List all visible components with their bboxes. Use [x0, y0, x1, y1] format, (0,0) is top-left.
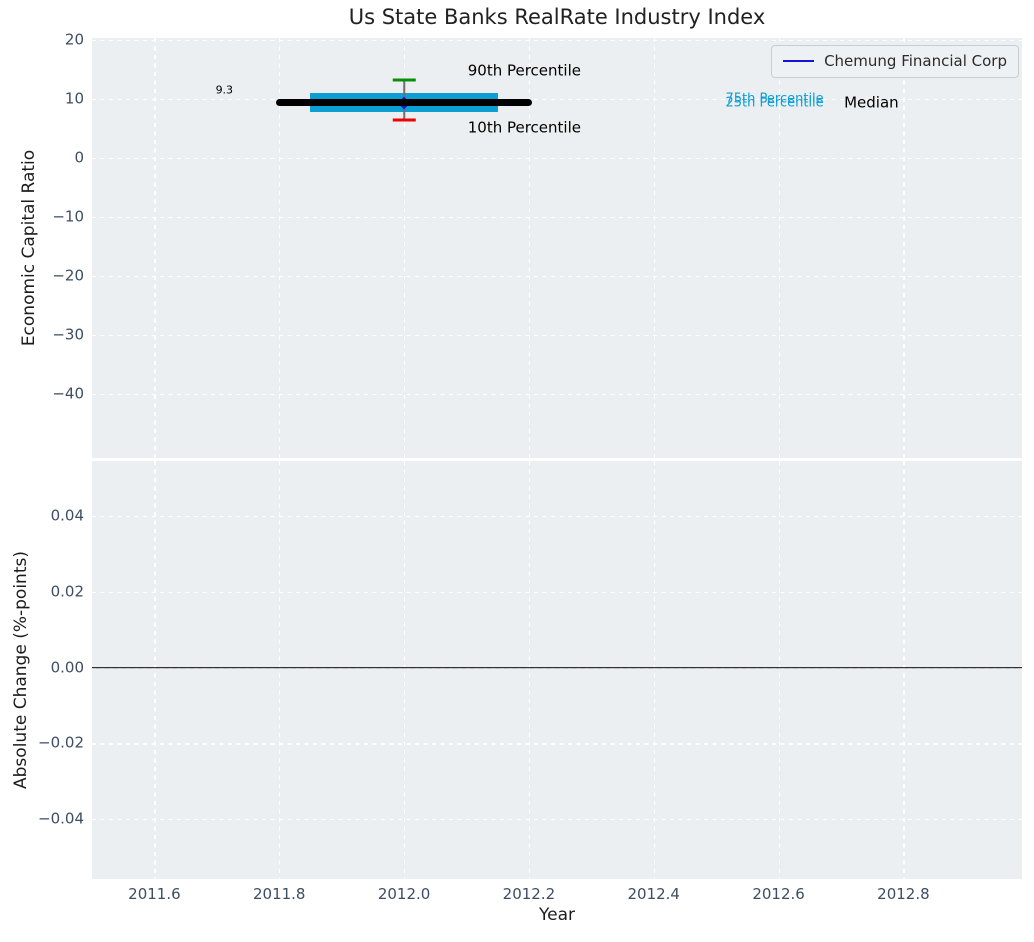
h-gridline [92, 216, 1022, 219]
annotation-9.3: 9.3 [215, 83, 234, 97]
top-axes: Chemung Financial Corp 20 10 0 −10 −20 −30 −40… [52, 32, 1022, 458]
bottom-y-axis-label: Absolute Change (%-points) [11, 551, 31, 789]
y-tick-label: −10 [52, 207, 84, 226]
h-gridline [92, 515, 1022, 518]
x-tick-label: 2011.8 [252, 885, 306, 903]
x-tick-label: 2011.6 [128, 885, 181, 903]
p90-cap [392, 78, 416, 82]
x-tick-label: 2012.6 [752, 885, 805, 903]
chart-title: Us State Banks RealRate Industry Index [348, 5, 766, 29]
x-tick-label: 2012.0 [377, 885, 431, 903]
v-gridline [154, 461, 156, 879]
h-gridline [92, 591, 1022, 593]
zero-baseline [92, 666, 1022, 669]
annotation-10th-percentile: 10th Percentile [467, 118, 581, 137]
x-tick-label: 2012.4 [627, 885, 680, 903]
p10-cap [392, 118, 416, 122]
y-tick-label: −40 [52, 384, 84, 403]
y-tick-label: 0.02 [50, 582, 84, 601]
v-gridline [903, 38, 905, 458]
y-tick-label: 20 [64, 30, 84, 49]
h-gridline [92, 743, 1022, 745]
x-tick-label: 2012.2 [502, 885, 556, 903]
top-y-axis-label: Economic Capital Ratio [19, 149, 39, 347]
h-gridline [92, 157, 1022, 160]
median-line [275, 99, 533, 107]
x-axis-label: Year [539, 905, 575, 925]
y-tick-label: −0.02 [38, 733, 84, 752]
annotation-75th-percentile: 75th Percentile [725, 91, 824, 107]
y-tick-label: 0.00 [50, 658, 84, 677]
v-gridline [154, 38, 156, 458]
v-gridline [653, 461, 655, 879]
y-tick-label: −20 [52, 266, 84, 285]
y-tick-label: 0.04 [50, 506, 84, 525]
v-gridline [653, 38, 655, 458]
y-tick-label: 10 [64, 89, 84, 108]
annotation-90th-percentile: 90th Percentile [467, 61, 581, 80]
annotation-median: Median [844, 93, 899, 112]
y-tick-label: −0.04 [38, 809, 84, 828]
y-tick-label: 0 [74, 148, 84, 167]
h-gridline [92, 39, 1022, 41]
v-gridline [528, 461, 531, 879]
legend-line-sample [783, 59, 815, 63]
h-gridline [92, 394, 1022, 396]
legend: Chemung Financial Corp [771, 45, 1019, 78]
bottom-axes: 0.04 0.02 0.00 −0.02 −0.04 2011.6 2011.8 2012.0… [38, 461, 1022, 902]
v-gridline [279, 461, 281, 879]
v-gridline [404, 461, 406, 879]
x-tick-label: 2012.8 [877, 885, 930, 903]
h-gridline [92, 276, 1022, 278]
v-gridline [903, 461, 905, 879]
v-gridline [778, 461, 780, 879]
y-tick-label: −30 [52, 325, 84, 344]
h-gridline [92, 819, 1022, 821]
annotation-25th-percentile: 25th Percentile [725, 95, 824, 111]
h-gridline [92, 335, 1022, 337]
legend-label: Chemung Financial Corp [824, 52, 1007, 70]
